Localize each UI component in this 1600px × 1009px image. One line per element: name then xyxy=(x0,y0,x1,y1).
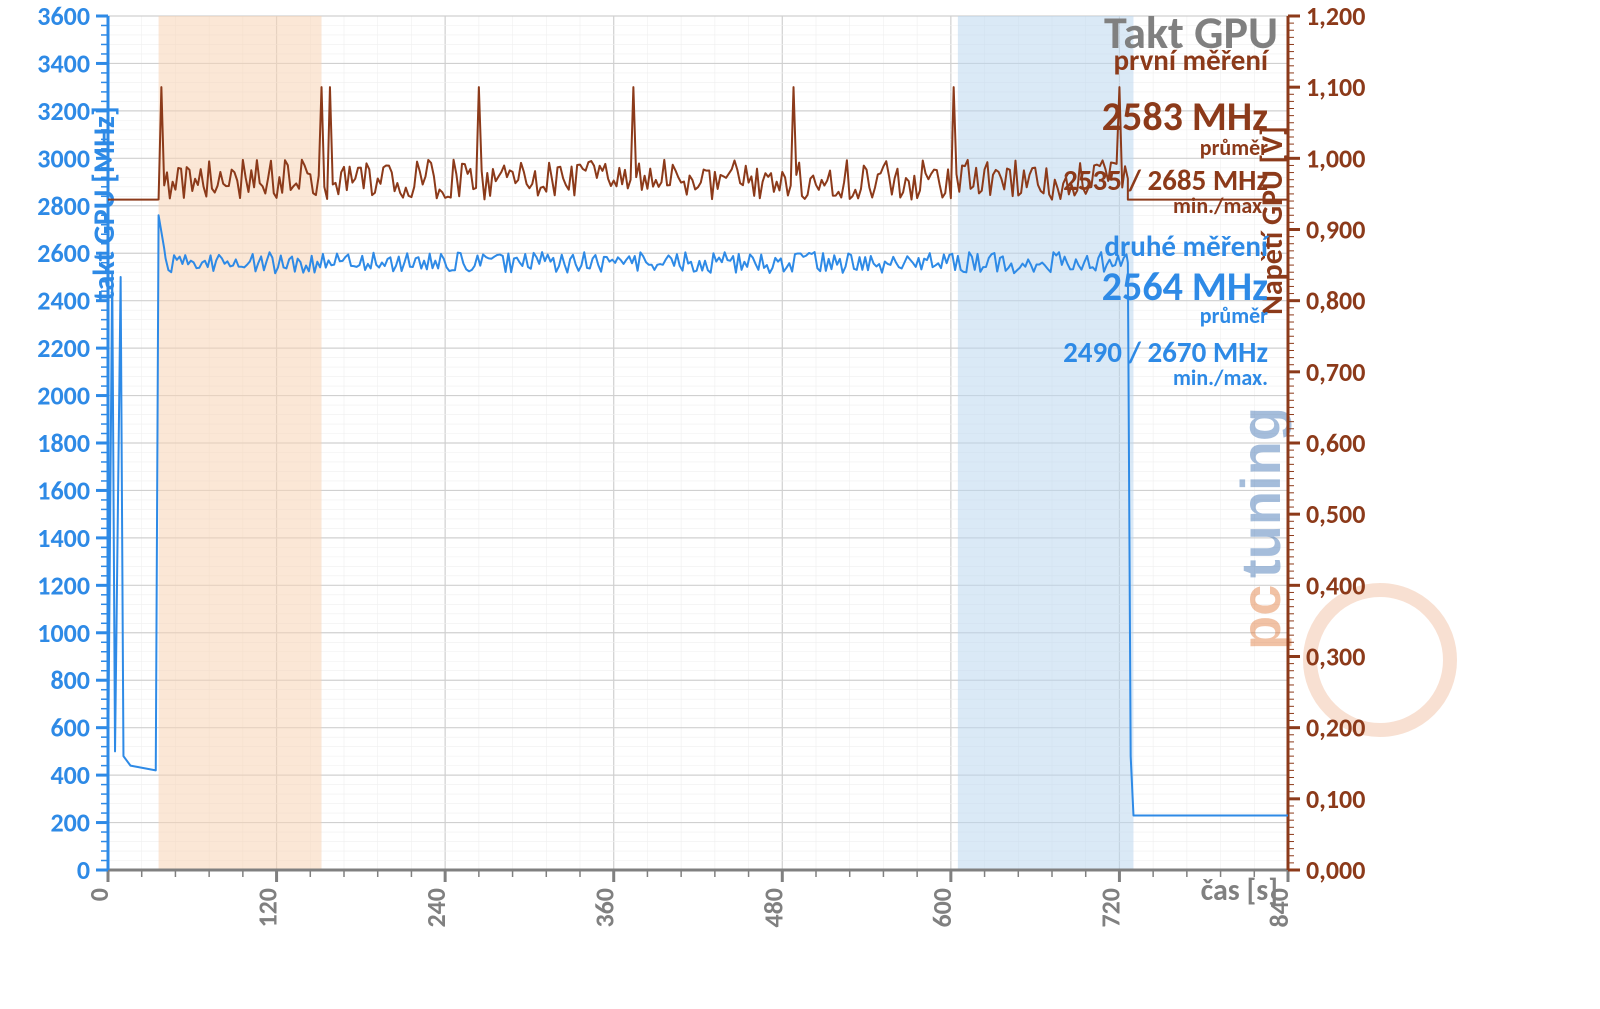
highlight-zone xyxy=(958,16,1134,870)
x-tick-label: 720 xyxy=(1094,888,1126,928)
y-left-tick-label: 400 xyxy=(50,759,90,791)
y-right-tick-label: 1,000 xyxy=(1306,142,1365,174)
y-right-tick-label: 1,100 xyxy=(1306,71,1365,103)
x-tick-label: 240 xyxy=(420,888,452,928)
y-left-tick-label: 1400 xyxy=(37,522,90,554)
y-left-tick-label: 600 xyxy=(50,712,90,744)
y-right-tick-label: 0,900 xyxy=(1306,214,1365,246)
y-left-tick-label: 2200 xyxy=(37,332,90,364)
x-axis-title: čas [s] xyxy=(1201,872,1278,909)
y-left-tick-label: 1200 xyxy=(37,569,90,601)
y-left-tick-label: 2000 xyxy=(37,380,90,412)
y-left-tick-label: 3600 xyxy=(37,0,90,32)
y-left-tick-label: 2400 xyxy=(37,285,90,317)
watermark: tuning xyxy=(1229,407,1292,578)
gpu-clock-chart: pctuning01202403604806007208400200400600… xyxy=(0,0,1600,1009)
y-right-tick-label: 0,600 xyxy=(1306,427,1365,459)
annotation: min./max. xyxy=(1173,192,1268,219)
y-left-axis-title: takt GPU [MHz] xyxy=(86,106,123,300)
y-left-tick-label: 800 xyxy=(50,664,90,696)
y-right-tick-label: 0,100 xyxy=(1306,783,1365,815)
y-left-tick-label: 200 xyxy=(50,807,90,839)
y-left-tick-label: 2600 xyxy=(37,237,90,269)
x-tick-label: 600 xyxy=(926,888,958,928)
annotation: min./max. xyxy=(1173,364,1268,391)
y-left-tick-label: 3000 xyxy=(37,142,90,174)
annotation: první měření xyxy=(1113,42,1269,78)
y-right-tick-label: 0,700 xyxy=(1306,356,1365,388)
y-left-tick-label: 1800 xyxy=(37,427,90,459)
y-left-tick-label: 1000 xyxy=(37,617,90,649)
y-right-tick-label: 0,200 xyxy=(1306,712,1365,744)
annotation: průměr xyxy=(1200,302,1268,329)
y-left-tick-label: 1600 xyxy=(37,474,90,506)
y-left-tick-label: 3200 xyxy=(37,95,90,127)
y-right-tick-label: 0,300 xyxy=(1306,641,1365,673)
y-left-tick-label: 3400 xyxy=(37,47,90,79)
highlight-zone xyxy=(159,16,322,870)
x-tick-label: 0 xyxy=(83,888,115,901)
y-right-tick-label: 1,200 xyxy=(1306,0,1365,32)
y-right-tick-label: 0,500 xyxy=(1306,498,1365,530)
y-right-tick-label: 0,800 xyxy=(1306,285,1365,317)
annotation: druhé měření xyxy=(1104,228,1269,264)
x-tick-label: 360 xyxy=(589,888,621,928)
x-tick-label: 120 xyxy=(252,888,284,928)
x-tick-label: 480 xyxy=(757,888,789,928)
watermark: pc xyxy=(1229,585,1292,650)
y-left-tick-label: 2800 xyxy=(37,190,90,222)
y-right-tick-label: 0,400 xyxy=(1306,569,1365,601)
annotation: průměr xyxy=(1200,134,1268,161)
y-left-tick-label: 0 xyxy=(77,854,90,886)
y-right-tick-label: 0,000 xyxy=(1306,854,1365,886)
